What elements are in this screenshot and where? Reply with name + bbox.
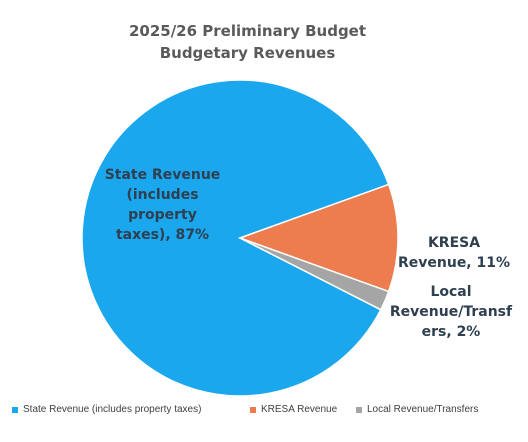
data-label-line: KRESA bbox=[427, 235, 481, 251]
data-label-line: (includes bbox=[126, 187, 199, 203]
legend-label-local-revenue: Local Revenue/Transfers bbox=[367, 404, 479, 415]
pie-slice-kresa-revenue bbox=[237, 183, 399, 293]
chart-title-block: 2025/26 Preliminary Budget Budgetary Rev… bbox=[0, 20, 495, 64]
data-label-state-revenue: State Revenue (includes property taxes), 87… bbox=[100, 165, 225, 245]
chart-legend: State Revenue (includes property taxes) … bbox=[12, 404, 522, 424]
pie-slice-local-revenue bbox=[239, 237, 390, 311]
legend-swatch-state-revenue bbox=[12, 406, 18, 413]
legend-swatch-kresa-revenue bbox=[250, 406, 256, 413]
chart-subtitle: Budgetary Revenues bbox=[159, 44, 336, 62]
data-label-line: State Revenue bbox=[104, 167, 221, 183]
data-label-line: property bbox=[128, 207, 197, 223]
legend-swatch-local-revenue bbox=[356, 406, 362, 413]
legend-label-state-revenue: State Revenue (includes property taxes) bbox=[23, 404, 202, 415]
legend-item-kresa-revenue: KRESA Revenue bbox=[250, 404, 337, 415]
data-label-kresa-revenue: KRESA Revenue, 11% bbox=[395, 233, 513, 273]
pie-slice-state-revenue bbox=[81, 79, 390, 397]
legend-item-state-revenue: State Revenue (includes property taxes) bbox=[12, 404, 201, 415]
legend-label-kresa-revenue: KRESA Revenue bbox=[261, 404, 338, 415]
data-label-line: Local bbox=[430, 284, 472, 300]
data-label-line: Revenue, 11% bbox=[397, 255, 511, 271]
chart-title: 2025/26 Preliminary Budget bbox=[128, 22, 367, 40]
data-label-local-revenue: Local Revenue/Transf ers, 2% bbox=[384, 282, 518, 342]
legend-item-local-revenue: Local Revenue/Transfers bbox=[356, 404, 478, 415]
data-label-line: Revenue/Transf bbox=[389, 304, 513, 320]
data-label-line: ers, 2% bbox=[421, 324, 481, 340]
data-label-line: taxes), 87% bbox=[115, 227, 210, 243]
